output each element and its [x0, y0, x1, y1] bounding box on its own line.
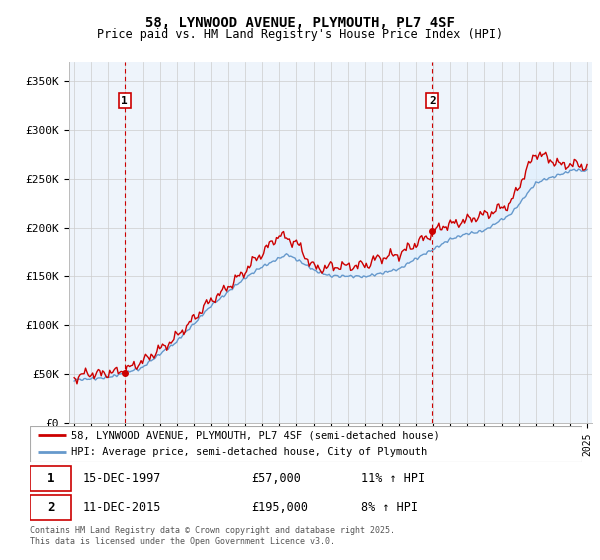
Text: 2: 2 [429, 96, 436, 106]
Text: Price paid vs. HM Land Registry's House Price Index (HPI): Price paid vs. HM Land Registry's House … [97, 28, 503, 41]
Text: 58, LYNWOOD AVENUE, PLYMOUTH, PL7 4SF (semi-detached house): 58, LYNWOOD AVENUE, PLYMOUTH, PL7 4SF (s… [71, 431, 440, 440]
Text: 1: 1 [121, 96, 128, 106]
Text: 58, LYNWOOD AVENUE, PLYMOUTH, PL7 4SF: 58, LYNWOOD AVENUE, PLYMOUTH, PL7 4SF [145, 16, 455, 30]
Text: 11% ↑ HPI: 11% ↑ HPI [361, 472, 425, 485]
Text: £195,000: £195,000 [251, 501, 308, 514]
Text: 15-DEC-1997: 15-DEC-1997 [82, 472, 161, 485]
Text: 1: 1 [47, 472, 55, 485]
Text: Contains HM Land Registry data © Crown copyright and database right 2025.
This d: Contains HM Land Registry data © Crown c… [30, 526, 395, 546]
Text: £57,000: £57,000 [251, 472, 301, 485]
Text: 8% ↑ HPI: 8% ↑ HPI [361, 501, 418, 514]
Text: HPI: Average price, semi-detached house, City of Plymouth: HPI: Average price, semi-detached house,… [71, 447, 428, 457]
Text: 11-DEC-2015: 11-DEC-2015 [82, 501, 161, 514]
FancyBboxPatch shape [30, 466, 71, 491]
Text: 2: 2 [47, 501, 55, 514]
FancyBboxPatch shape [30, 496, 71, 520]
